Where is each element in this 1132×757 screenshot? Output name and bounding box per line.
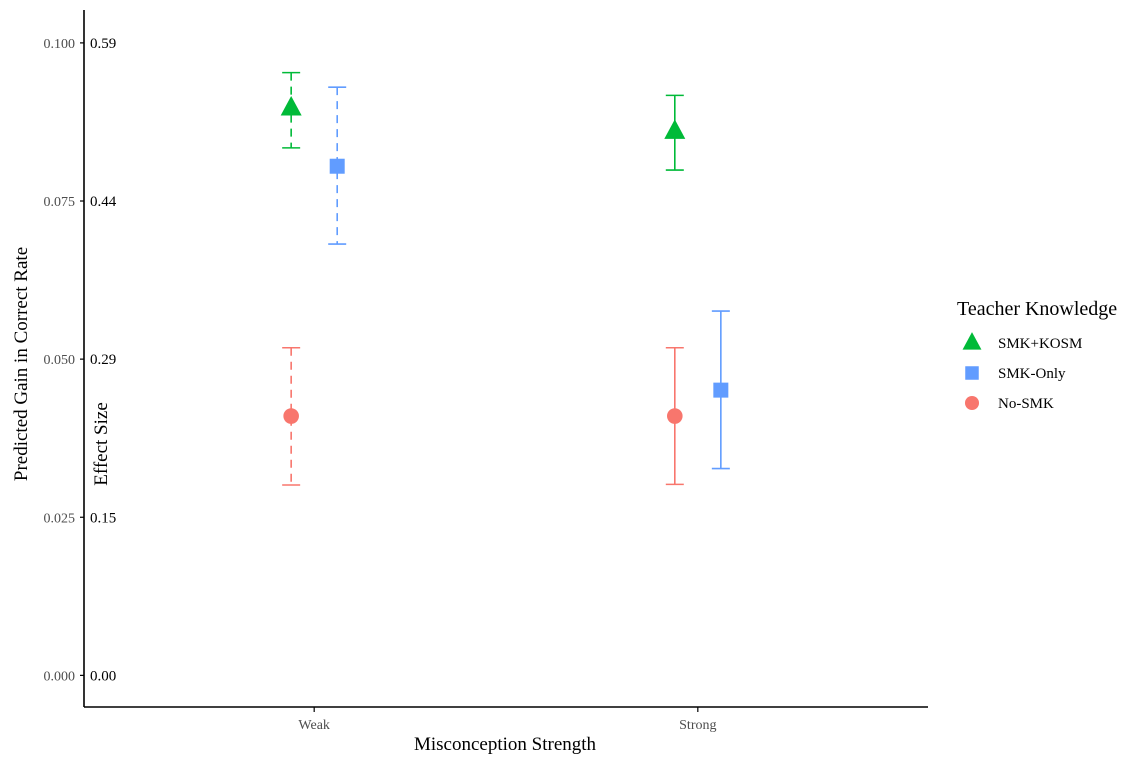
y-tick-label: 0.000 — [44, 669, 76, 684]
y-tick-label: 0.100 — [44, 37, 76, 52]
data-point — [667, 408, 683, 424]
y2-tick-label: 0.44 — [90, 194, 117, 210]
x-tick-label: Weak — [298, 718, 330, 733]
data-point — [329, 158, 345, 174]
legend-marker — [964, 395, 980, 411]
y-tick-label: 0.025 — [44, 511, 76, 526]
x-tick-label: Strong — [679, 718, 716, 733]
legend-item: SMK-Only — [965, 366, 1066, 382]
plot-marks — [280, 71, 730, 486]
legend-label: SMK-Only — [998, 366, 1066, 382]
data-point — [713, 382, 729, 398]
y2-tick-label: 0.59 — [90, 36, 116, 52]
legend-title: Teacher Knowledge — [957, 298, 1117, 320]
error-bar — [282, 71, 301, 149]
legend-marker — [962, 332, 982, 350]
y-axis-title: Predicted Gain in Correct Rate — [11, 247, 32, 481]
data-point — [283, 408, 299, 424]
legend-item: SMK+KOSM — [962, 332, 1082, 352]
x-ticks: Weak Strong — [298, 707, 716, 733]
y2-tick-label: 0.15 — [90, 510, 116, 526]
axes — [83, 10, 928, 708]
error-bar — [282, 346, 301, 486]
y2-tick-label: 0.29 — [90, 352, 116, 368]
y-tick-label: 0.050 — [44, 353, 76, 368]
y-ticks: 0.000 0.00 0.025 0.15 0.050 0.29 0.075 0.44 0.10… — [44, 36, 117, 684]
data-point — [664, 119, 686, 139]
data-point — [280, 95, 302, 116]
error-bar — [328, 86, 347, 245]
y2-tick-label: 0.00 — [90, 668, 116, 684]
y-axis-title-secondary: Effect Size — [91, 402, 112, 486]
x-axis-title: Misconception Strength — [414, 734, 597, 755]
legend-item: No-SMK — [964, 395, 1054, 412]
legend-items: SMK+KOSM SMK-Only No-SMK — [962, 332, 1082, 412]
legend-label: SMK+KOSM — [998, 336, 1082, 352]
legend-label: No-SMK — [998, 396, 1054, 412]
legend-marker — [965, 366, 979, 380]
legend: Teacher Knowledge SMK+KOSM SMK-Only No-SMK — [957, 298, 1117, 412]
y-tick-label: 0.075 — [44, 195, 76, 210]
